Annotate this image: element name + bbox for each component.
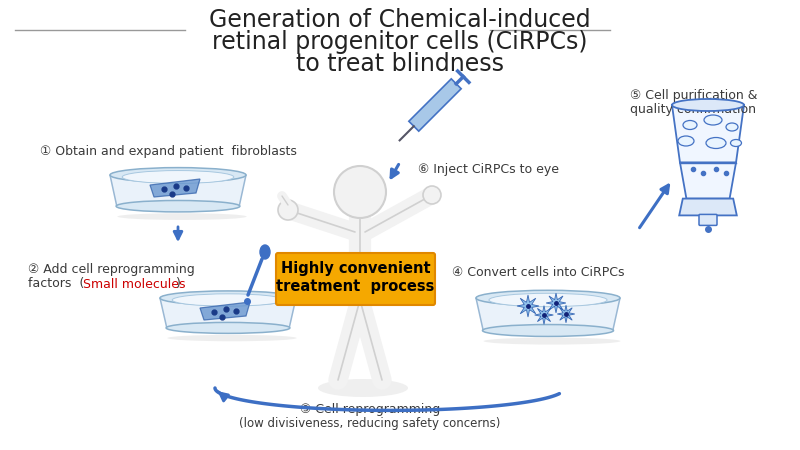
Circle shape	[278, 200, 298, 220]
Text: Highly convenient: Highly convenient	[281, 261, 430, 276]
Polygon shape	[517, 295, 539, 317]
Text: quality confirmation: quality confirmation	[630, 103, 756, 116]
Ellipse shape	[118, 213, 246, 220]
Ellipse shape	[489, 293, 607, 307]
Polygon shape	[672, 105, 744, 162]
Text: treatment  process: treatment process	[276, 279, 434, 294]
FancyBboxPatch shape	[699, 214, 717, 225]
Polygon shape	[680, 162, 736, 198]
Ellipse shape	[678, 136, 694, 146]
Text: (low divisiveness, reducing safety concerns): (low divisiveness, reducing safety conce…	[239, 418, 501, 431]
Text: ② Add cell reprogramming: ② Add cell reprogramming	[28, 264, 194, 276]
Text: ⑥ Inject CiRPCs to eye: ⑥ Inject CiRPCs to eye	[418, 163, 559, 176]
Ellipse shape	[704, 115, 722, 125]
Text: ③ Cell reprogramming: ③ Cell reprogramming	[300, 404, 440, 417]
Polygon shape	[110, 175, 246, 206]
Ellipse shape	[122, 171, 234, 184]
Ellipse shape	[116, 201, 240, 212]
Polygon shape	[534, 306, 554, 324]
Circle shape	[334, 166, 386, 218]
Ellipse shape	[483, 338, 621, 345]
Text: to treat blindness: to treat blindness	[296, 52, 504, 76]
Polygon shape	[409, 79, 461, 131]
Ellipse shape	[160, 291, 296, 305]
Text: Generation of Chemical-induced: Generation of Chemical-induced	[209, 8, 591, 32]
Polygon shape	[679, 198, 737, 216]
Ellipse shape	[172, 294, 284, 306]
Text: ① Obtain and expand patient  fibroblasts: ① Obtain and expand patient fibroblasts	[40, 145, 297, 158]
Ellipse shape	[730, 140, 742, 147]
Ellipse shape	[110, 167, 246, 182]
Ellipse shape	[706, 138, 726, 148]
Ellipse shape	[260, 245, 270, 259]
Text: Small molecules: Small molecules	[83, 278, 186, 291]
Ellipse shape	[683, 121, 697, 130]
Text: ): )	[176, 278, 181, 291]
Text: ⑤ Cell purification &: ⑤ Cell purification &	[630, 89, 758, 102]
Text: factors  (: factors (	[28, 278, 84, 291]
Ellipse shape	[318, 379, 408, 397]
Polygon shape	[558, 305, 574, 323]
Ellipse shape	[476, 290, 620, 306]
Text: ④ Convert cells into CiRPCs: ④ Convert cells into CiRPCs	[452, 266, 625, 279]
Polygon shape	[150, 179, 200, 197]
Text: retinal progenitor cells (CiRPCs): retinal progenitor cells (CiRPCs)	[212, 30, 588, 54]
Ellipse shape	[167, 335, 297, 341]
Polygon shape	[160, 298, 296, 328]
Polygon shape	[200, 302, 250, 320]
Ellipse shape	[726, 123, 738, 131]
Polygon shape	[546, 293, 566, 313]
Ellipse shape	[482, 324, 614, 337]
Ellipse shape	[166, 323, 290, 333]
Ellipse shape	[672, 99, 744, 111]
FancyBboxPatch shape	[276, 253, 435, 305]
Circle shape	[423, 186, 441, 204]
Polygon shape	[476, 298, 620, 330]
